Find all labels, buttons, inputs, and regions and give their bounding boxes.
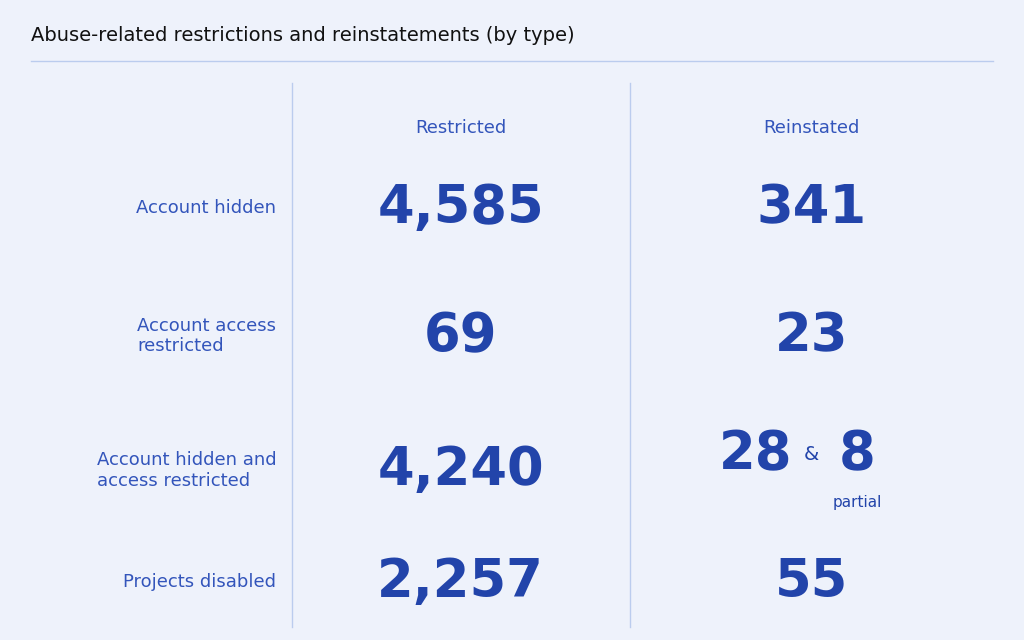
Text: Account access
restricted: Account access restricted [137, 317, 276, 355]
Text: Account hidden: Account hidden [136, 199, 276, 217]
Text: 4,585: 4,585 [378, 182, 544, 234]
Text: Account hidden and
access restricted: Account hidden and access restricted [97, 451, 276, 490]
Text: Restricted: Restricted [415, 119, 507, 137]
Text: 69: 69 [424, 310, 498, 362]
Text: 55: 55 [775, 556, 848, 609]
Text: Projects disabled: Projects disabled [124, 573, 276, 591]
Text: partial: partial [833, 495, 883, 510]
Text: 4,240: 4,240 [378, 444, 544, 497]
Text: 341: 341 [757, 182, 866, 234]
Text: &: & [804, 445, 819, 464]
Text: 2,257: 2,257 [378, 556, 544, 609]
Text: 8: 8 [840, 428, 876, 481]
Text: Abuse-related restrictions and reinstatements (by type): Abuse-related restrictions and reinstate… [31, 26, 574, 45]
Text: Reinstated: Reinstated [763, 119, 860, 137]
Text: 28: 28 [719, 428, 792, 481]
Text: 23: 23 [775, 310, 848, 362]
